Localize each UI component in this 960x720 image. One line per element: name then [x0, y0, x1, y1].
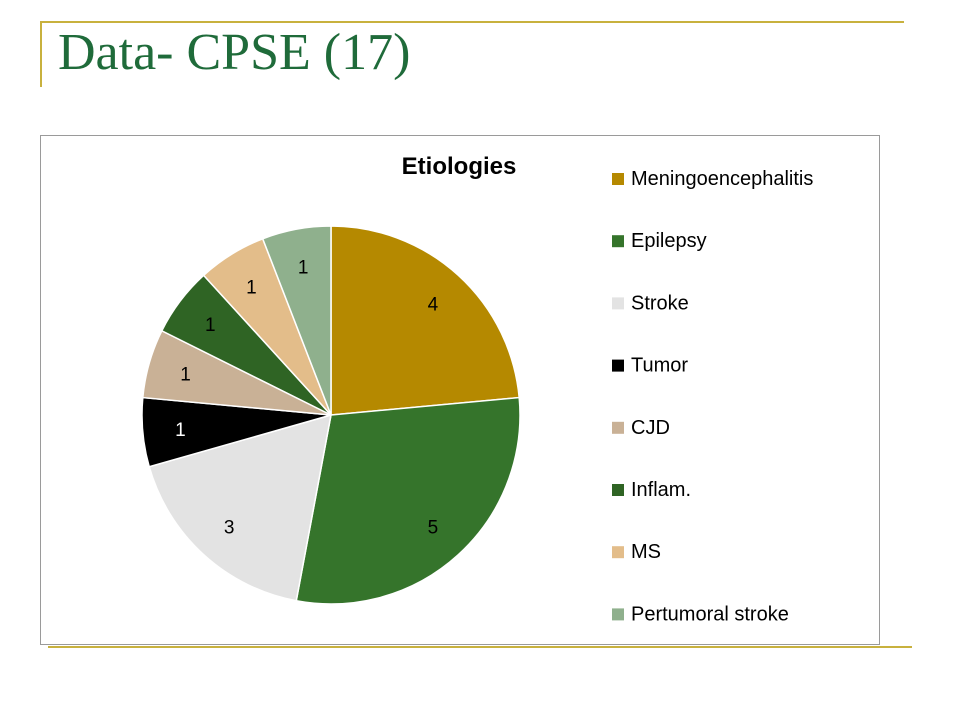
legend-swatch [612, 235, 624, 248]
legend-label: Tumor [631, 355, 688, 377]
legend-label: Inflam. [631, 479, 691, 501]
legend-item: Meningoencephalitis [612, 168, 813, 190]
pie-slice-pertumoral-stroke [261, 225, 332, 416]
pie-data-label: 5 [428, 518, 439, 539]
pie-data-label: 1 [298, 257, 309, 278]
title-rule-vertical [40, 21, 42, 87]
pie-data-label: 4 [428, 294, 439, 315]
legend-label: Meningoencephalitis [631, 168, 813, 190]
legend-item: Stroke [612, 292, 689, 314]
chart-title: Etiologies [402, 153, 517, 180]
legend-item: MS [612, 541, 661, 563]
legend-label: Pertumoral stroke [631, 603, 789, 625]
footer-rule [48, 646, 912, 648]
pie-data-label: 1 [175, 420, 186, 441]
legend-label: CJD [631, 417, 670, 439]
legend-label: Stroke [631, 292, 689, 314]
pie-data-label: 1 [180, 365, 191, 386]
pie-data-label: 1 [246, 277, 257, 298]
chart-frame: Etiologies 4 5 3 1 1 1 1 1 Meningoencephalitis E… [40, 135, 880, 645]
legend-item: Inflam. [612, 479, 691, 501]
legend-label: Epilepsy [631, 230, 707, 252]
pie-chart: Etiologies 4 5 3 1 1 1 1 1 Meningoencephalitis E… [141, 153, 813, 625]
legend-item: Tumor [612, 355, 688, 377]
legend-item: Epilepsy [612, 230, 707, 252]
title-rule-horizontal [40, 21, 904, 23]
pie-slice-epilepsy [295, 396, 521, 605]
slide-title: Data- CPSE (17) [58, 24, 411, 81]
legend-swatch [612, 173, 624, 185]
legend-swatch [612, 546, 624, 559]
pie-slice-meningoencephalitis [330, 225, 521, 416]
legend-swatch [612, 608, 624, 621]
legend-swatch [612, 359, 624, 372]
legend-label: MS [631, 541, 661, 563]
legend-item: Pertumoral stroke [612, 603, 789, 625]
pie-data-label: 1 [205, 315, 216, 336]
legend-swatch [612, 484, 624, 496]
pie-slice-stroke [148, 413, 332, 602]
legend-swatch [612, 421, 624, 434]
legend-item: CJD [612, 417, 670, 439]
pie-data-label: 3 [224, 518, 235, 539]
legend-swatch [612, 297, 624, 310]
